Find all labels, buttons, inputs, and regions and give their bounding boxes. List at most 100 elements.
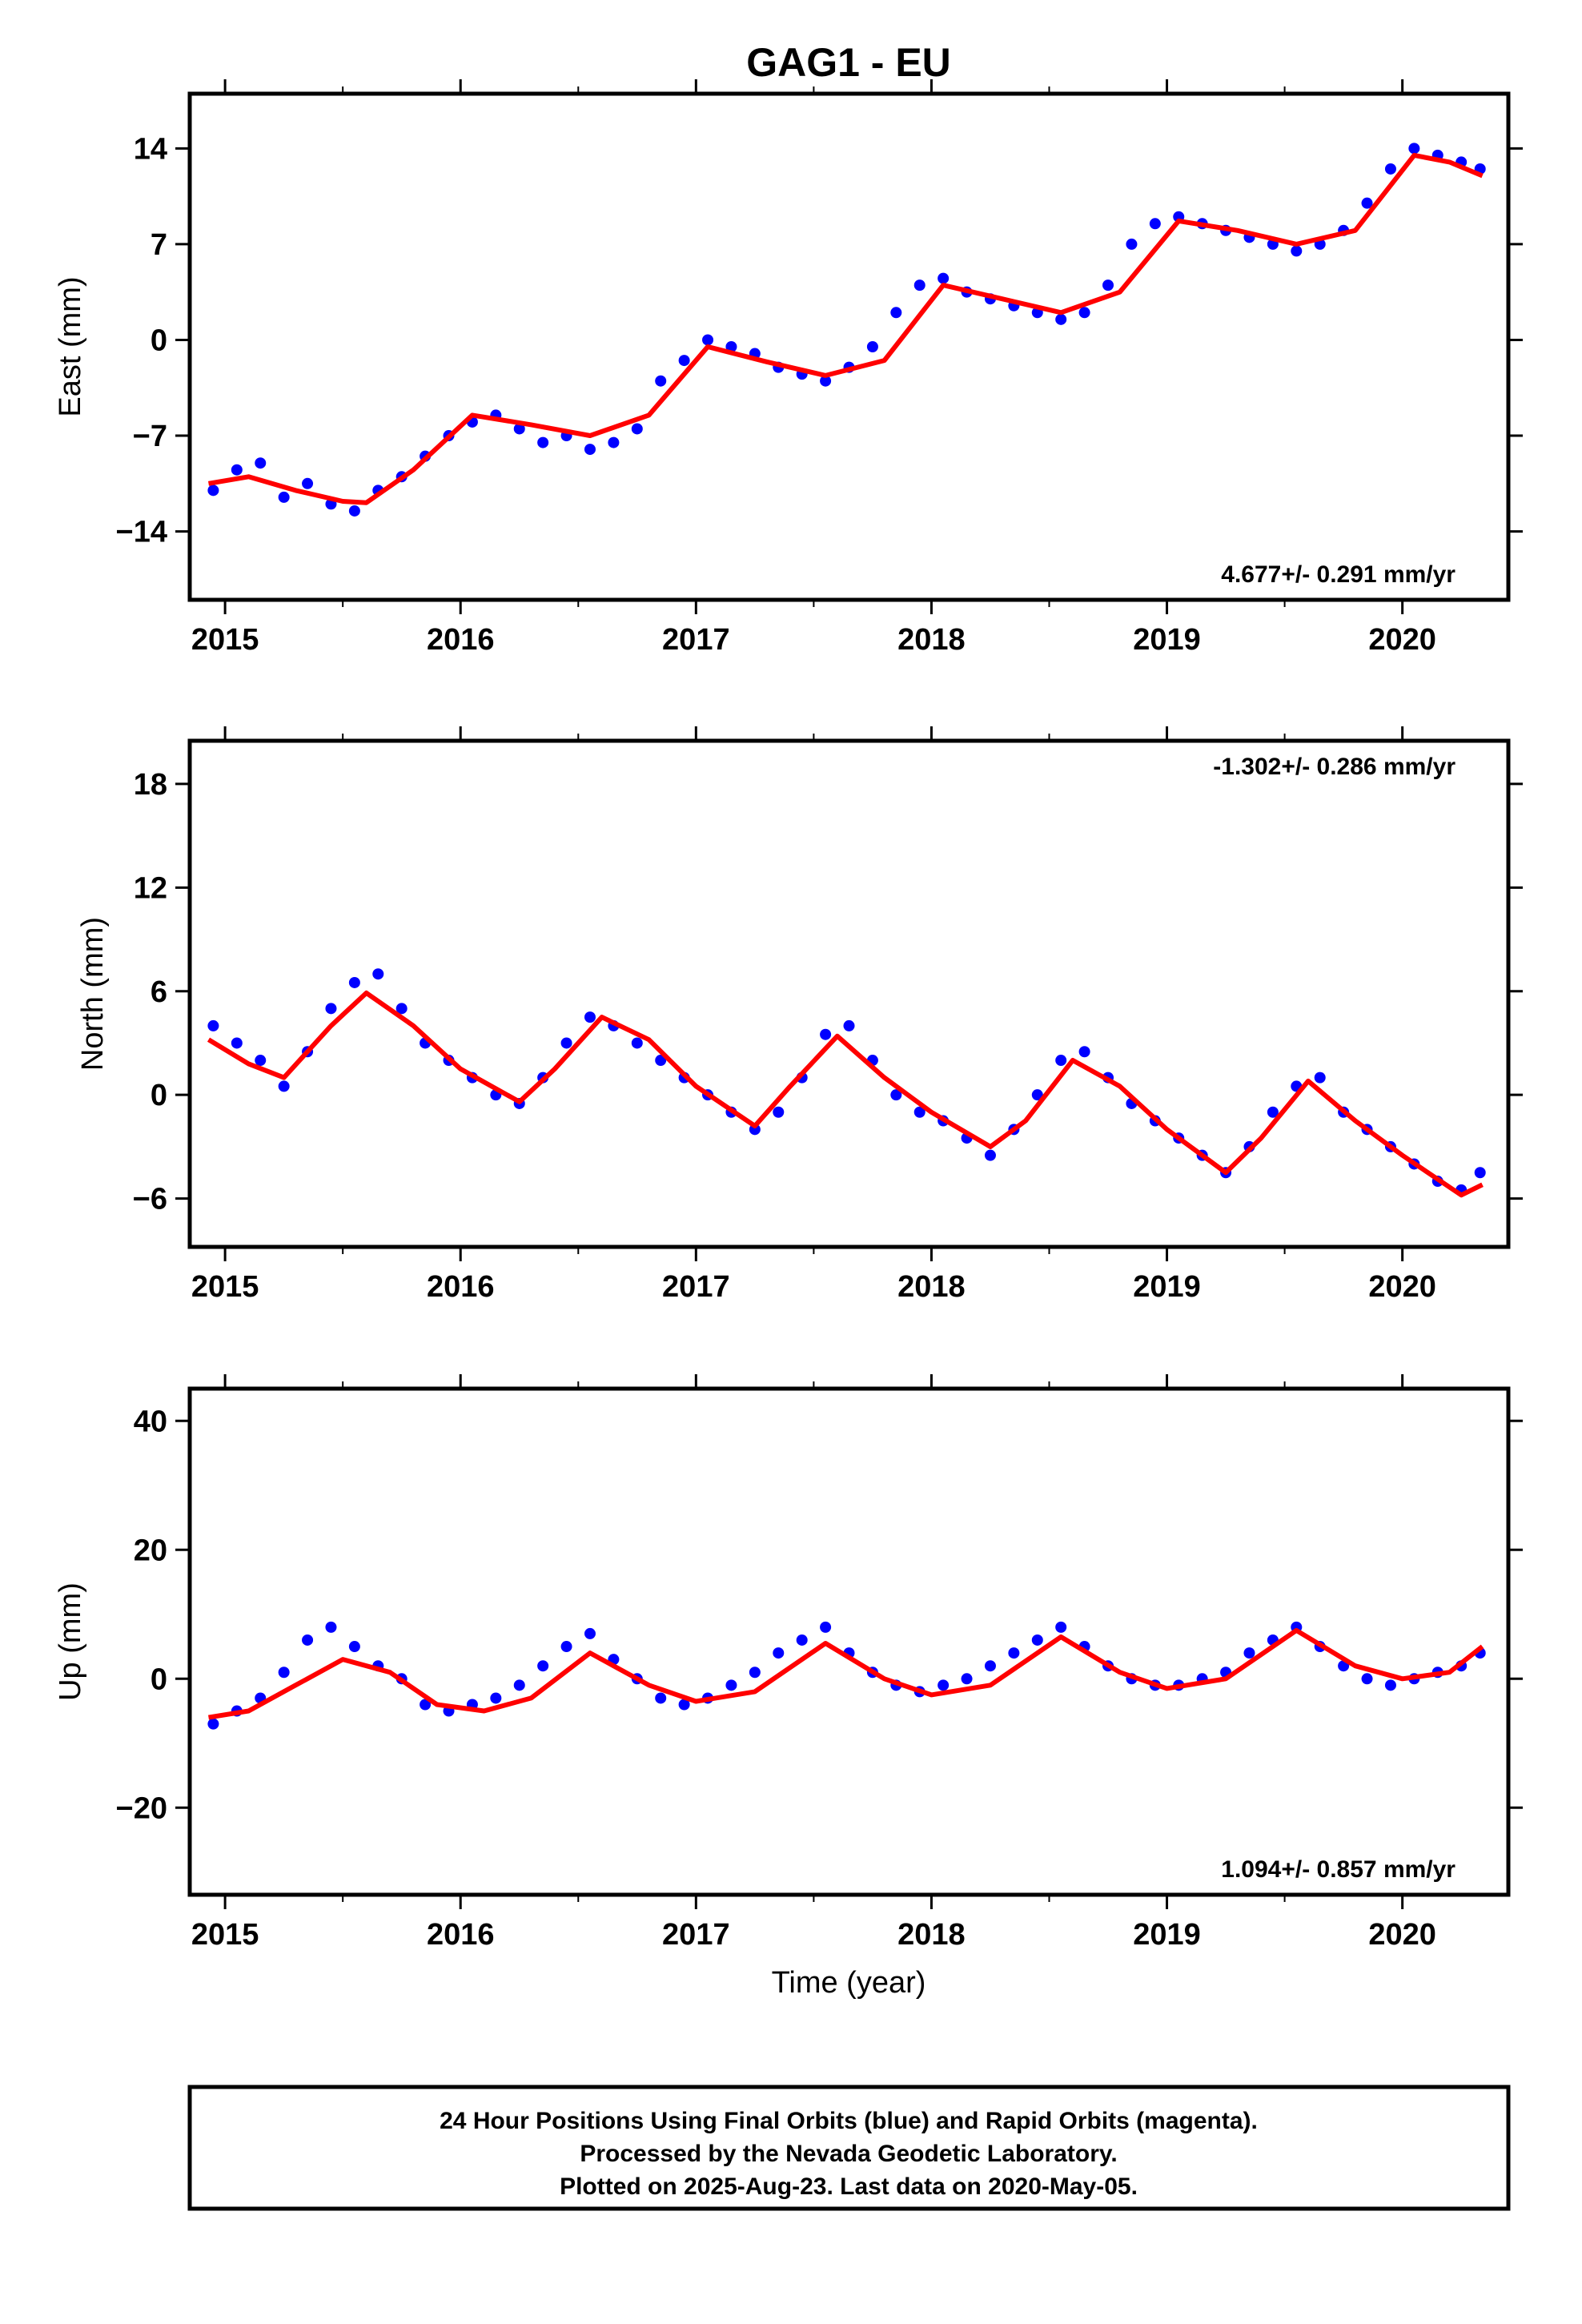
north-data-point <box>1031 1089 1043 1101</box>
up-data-point <box>1243 1647 1255 1659</box>
up-data-point <box>1361 1673 1373 1685</box>
up-data-point <box>513 1679 525 1691</box>
east-data-point <box>678 355 690 367</box>
up-data-point <box>938 1679 950 1691</box>
up-data-point <box>1055 1621 1067 1633</box>
up-rate-annotation: 1.094+/- 0.857 mm/yr <box>1221 1856 1456 1883</box>
east-data-point <box>1102 279 1114 292</box>
north-y-tick-label: 18 <box>134 768 167 802</box>
north-data-point <box>396 1003 408 1015</box>
north-panel: 2015 2016 2017 2018 2019 2020 −6 0 6 12 18 North (m… <box>76 726 1523 1304</box>
footer-line-3: Plotted on 2025-Aug-23. Last data on 202… <box>560 2173 1138 2200</box>
east-data-point <box>231 464 243 476</box>
east-rate-annotation: 4.677+/- 0.291 mm/yr <box>1221 561 1456 588</box>
north-data-point <box>1055 1055 1067 1067</box>
north-data-point <box>655 1055 667 1067</box>
east-y-axis-label: East (mm) <box>54 276 87 416</box>
east-data-point <box>207 485 219 497</box>
north-data-point <box>560 1037 572 1049</box>
up-y-axis-label: Up (mm) <box>54 1582 87 1701</box>
north-data-point <box>207 1019 219 1031</box>
east-x-tick-label: 2015 <box>191 623 259 657</box>
east-data-point <box>1055 313 1067 325</box>
north-data-point <box>372 968 384 980</box>
east-data-point <box>608 436 620 448</box>
up-y-tick-label: −20 <box>116 1791 167 1825</box>
up-x-tick-label: 2015 <box>191 1918 259 1952</box>
up-data-point <box>1008 1647 1020 1659</box>
north-data-point <box>348 976 360 988</box>
footer-line-1: 24 Hour Positions Using Final Orbits (bl… <box>440 2108 1258 2134</box>
up-data-point <box>325 1621 337 1633</box>
east-data-point <box>631 423 643 435</box>
north-y-axis-label: North (mm) <box>76 917 110 1071</box>
north-x-tick-label: 2019 <box>1133 1270 1201 1304</box>
east-data-point <box>1408 143 1420 155</box>
up-data-point <box>490 1692 502 1704</box>
up-data-point <box>655 1692 667 1704</box>
north-x-tick-label: 2020 <box>1368 1270 1436 1304</box>
north-x-tick-label: 2015 <box>191 1270 259 1304</box>
east-y-tick-label: 0 <box>151 324 167 357</box>
up-data-point <box>984 1660 996 1672</box>
north-data-point <box>820 1028 832 1040</box>
up-data-point <box>749 1667 761 1679</box>
north-y-tick-label: −6 <box>133 1183 167 1216</box>
north-data-point <box>913 1106 926 1118</box>
east-data-point <box>1291 245 1303 257</box>
east-data-point <box>584 444 596 456</box>
east-data-point <box>1361 197 1373 209</box>
north-data-point <box>231 1037 243 1049</box>
north-x-tick-label: 2018 <box>897 1270 966 1304</box>
east-x-tick-label: 2020 <box>1368 623 1436 657</box>
east-y-tick-label: 7 <box>151 228 167 262</box>
east-data-point <box>820 375 832 387</box>
up-plot-frame <box>187 1386 1511 1897</box>
up-fit-line <box>208 1627 1484 1720</box>
footer-line-2: Processed by the Nevada Geodetic Laborat… <box>580 2141 1117 2167</box>
east-data-point <box>302 477 314 489</box>
up-x-tick-label: 2018 <box>897 1918 966 1952</box>
up-data-point <box>1384 1679 1396 1691</box>
up-x-tick-label: 2016 <box>427 1918 495 1952</box>
up-data-point <box>773 1647 785 1659</box>
up-data-point <box>1031 1634 1043 1646</box>
east-panel: 2015 2016 2017 2018 2019 2020 −14 −7 0 7 14 East (m… <box>54 79 1523 657</box>
up-data-point <box>820 1621 832 1633</box>
north-data-point <box>1078 1046 1090 1058</box>
east-data-point <box>702 334 714 346</box>
east-x-tick-label: 2016 <box>427 623 495 657</box>
east-x-tick-label: 2018 <box>897 623 966 657</box>
up-y-tick-label: 20 <box>134 1534 167 1567</box>
up-data-point <box>420 1699 432 1711</box>
chart-title: GAG1 - EU <box>746 40 951 85</box>
north-x-tick-label: 2016 <box>427 1270 495 1304</box>
east-data-point <box>938 272 950 284</box>
east-x-tick-label: 2019 <box>1133 623 1201 657</box>
up-data-point <box>678 1699 690 1711</box>
up-data-point <box>207 1718 219 1730</box>
up-data-point <box>796 1634 808 1646</box>
east-data-point <box>866 341 878 352</box>
east-data-point <box>278 491 290 503</box>
north-data-point <box>1267 1106 1279 1118</box>
east-data-point <box>1384 163 1396 175</box>
east-x-tick-label: 2017 <box>662 623 730 657</box>
north-y-tick-label: 12 <box>134 871 167 905</box>
north-data-point <box>1314 1072 1326 1084</box>
north-plot-frame <box>187 738 1511 1249</box>
east-data-point <box>537 436 549 448</box>
east-y-tick-label: −14 <box>116 516 167 549</box>
east-fit-line <box>207 152 1484 505</box>
north-data-point <box>984 1149 996 1161</box>
up-data-point <box>725 1679 737 1691</box>
footer-box <box>187 2085 1511 2211</box>
east-data-point <box>890 307 902 319</box>
north-data-point <box>890 1089 902 1101</box>
east-data-point <box>1149 218 1161 230</box>
east-data-point <box>913 279 926 292</box>
up-data-point <box>560 1641 572 1653</box>
east-y-tick-label: −7 <box>133 420 167 453</box>
north-data-point <box>843 1019 855 1031</box>
